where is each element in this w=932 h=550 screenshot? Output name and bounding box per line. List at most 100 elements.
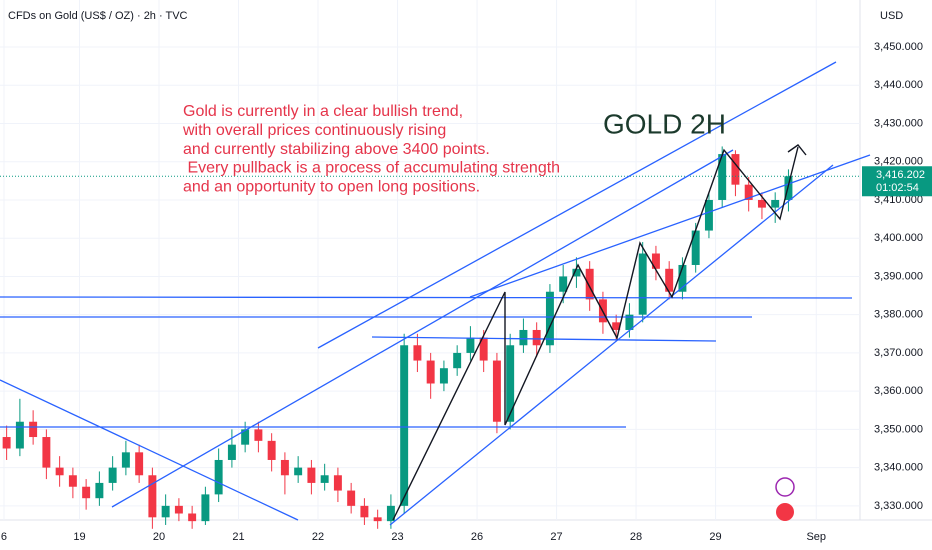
annotation: Gold is currently in a clear bullish tre… [182, 103, 560, 195]
candle-body [625, 314, 634, 330]
candle-body [678, 264, 687, 292]
annotation-line: and currently stabilizing above 3400 poi… [183, 141, 490, 158]
y-tick-label: 3,370.000 [874, 347, 923, 359]
candle-body [227, 444, 236, 460]
annotation-line: Gold is currently in a clear bullish tre… [183, 103, 463, 120]
candle-body [532, 329, 541, 346]
trend-line [389, 164, 834, 526]
trend-line [317, 61, 837, 349]
candle-body [95, 482, 104, 499]
candle-body [426, 360, 435, 384]
candle-body [718, 154, 727, 200]
candle-body [651, 253, 660, 269]
candle-body [42, 437, 51, 468]
x-tick-label: 23 [391, 531, 403, 543]
x-tick-label: 20 [153, 531, 165, 543]
x-tick-label: Sep [806, 531, 826, 543]
candle-body [466, 337, 475, 353]
y-tick-label: 3,430.000 [874, 117, 923, 129]
candle-body [519, 329, 528, 346]
candle-body [400, 345, 409, 506]
candle-body [386, 505, 395, 522]
candle-body [691, 230, 700, 265]
y-tick-label: 3,400.000 [874, 232, 923, 244]
candle-body [744, 184, 753, 200]
x-tick-label: 6 [1, 531, 7, 543]
horizontal-line [0, 296, 853, 299]
candle-body [347, 490, 356, 506]
candle-body [704, 199, 713, 231]
y-tick-label: 3,340.000 [874, 462, 923, 474]
candle-body [545, 291, 554, 346]
y-tick-label: 3,330.000 [874, 500, 923, 512]
candle-body [280, 459, 289, 476]
candle-body [307, 467, 316, 483]
candle-body [188, 513, 197, 522]
candle-body [55, 467, 64, 476]
y-tick-label: 3,450.000 [874, 41, 923, 53]
candle-body [665, 268, 674, 292]
candle-body [585, 268, 594, 300]
candle-body [68, 475, 77, 487]
candle-body [771, 199, 780, 208]
annotation-line: Every pullback is a process of accumulat… [183, 160, 560, 177]
candle-body [135, 452, 144, 476]
headline: GOLD 2H [603, 108, 726, 139]
candle-body [2, 437, 11, 449]
candle-body [108, 467, 117, 483]
candle-body [15, 421, 24, 449]
x-tick-label: 27 [550, 531, 562, 543]
candle-body [559, 276, 568, 292]
zigzag-path [392, 146, 799, 521]
arrow-head [787, 144, 807, 156]
event-icon[interactable] [775, 477, 795, 497]
candle-body [29, 421, 38, 438]
candle-body [201, 494, 210, 522]
candle-body [413, 345, 422, 361]
candle-body [439, 368, 448, 384]
candle-body [161, 505, 170, 518]
candle-body [360, 505, 369, 518]
candle-body [479, 337, 488, 361]
plot-area [0, 0, 860, 529]
candle-body [572, 268, 581, 277]
candle-body [241, 429, 250, 445]
candle-body [294, 467, 303, 476]
y-tick-label: 3,380.000 [874, 309, 923, 321]
y-tick-label: 3,350.000 [874, 423, 923, 435]
candle-body [638, 253, 647, 315]
candle-body [373, 517, 382, 522]
candle-body [121, 452, 130, 468]
candle-body [506, 345, 515, 422]
candle-body [254, 429, 263, 441]
candle-body [267, 440, 276, 460]
symbol-title: CFDs on Gold (US$ / OZ) · 2h · TVC [8, 10, 188, 22]
y-tick-label: 3,390.000 [874, 270, 923, 282]
candle-body [453, 352, 462, 369]
countdown: 01:02:54 [876, 182, 919, 194]
annotation-line: and an opportunity to open long position… [183, 178, 480, 195]
x-tick-label: 22 [312, 531, 324, 543]
candle-body [333, 475, 342, 491]
trend-line [469, 154, 871, 298]
currency: USD [880, 10, 903, 22]
last-price-box [862, 166, 932, 197]
y-tick-label: 3,360.000 [874, 385, 923, 397]
drawings [0, 61, 871, 526]
last-price-label: 3,416.202 [876, 169, 925, 181]
annotation-line: with overall prices continuously rising [182, 122, 446, 139]
candle-body [492, 360, 501, 422]
y-tick-label: 3,410.000 [874, 194, 923, 206]
x-tick-label: 26 [471, 531, 483, 543]
y-tick-label: 3,440.000 [874, 79, 923, 91]
x-tick-label: 28 [630, 531, 642, 543]
flag-icon[interactable] [776, 503, 794, 521]
x-tick-label: 19 [73, 531, 85, 543]
candle-body [148, 475, 157, 518]
candle-body [612, 322, 621, 330]
trend-line [111, 149, 734, 508]
candle-body [320, 475, 329, 483]
candle-body [214, 459, 223, 495]
